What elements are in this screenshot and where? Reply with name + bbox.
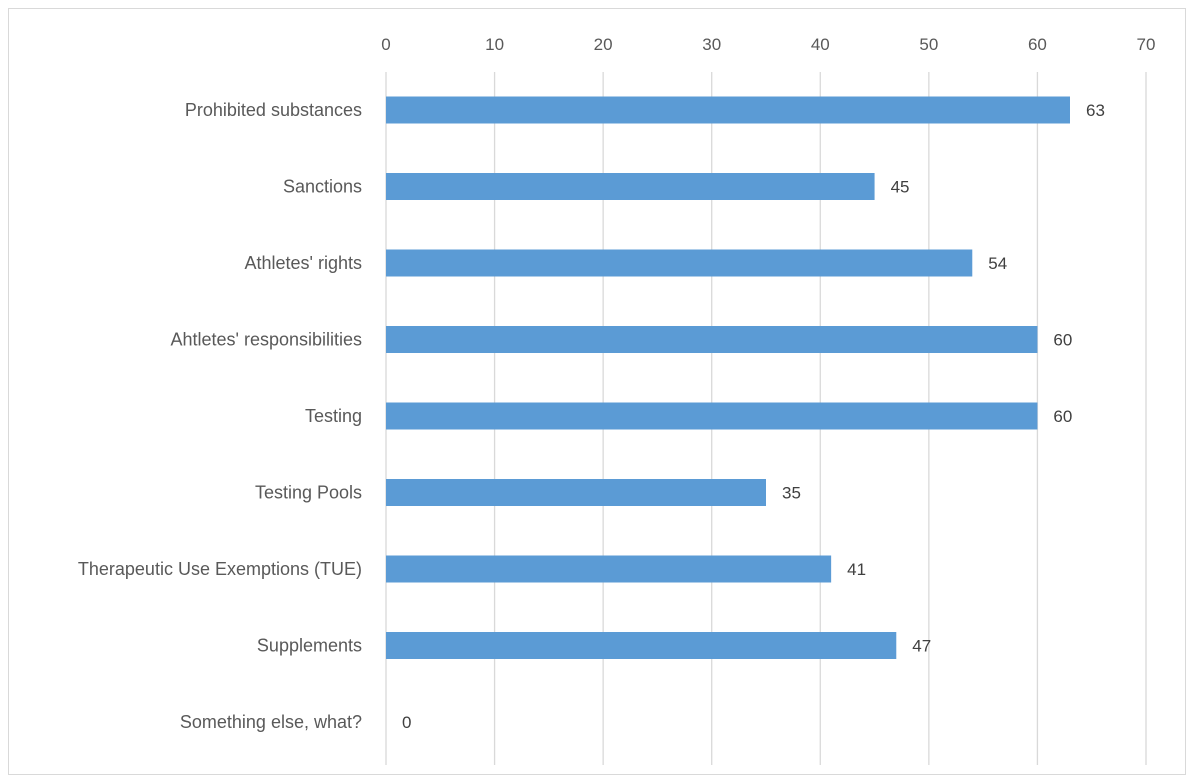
bar (386, 173, 875, 200)
bar (386, 632, 897, 659)
category-label: Something else, what? (180, 712, 362, 732)
category-label: Testing (305, 406, 362, 426)
category-labels: Prohibited substances Sanctions Athletes' … (78, 100, 362, 732)
bar (386, 96, 1070, 124)
category-label: Supplements (257, 636, 362, 656)
x-tick-label: 30 (702, 35, 721, 54)
category-label: Prohibited substances (185, 100, 362, 120)
x-tick-label: 70 (1137, 35, 1156, 54)
data-label: 45 (891, 178, 910, 197)
data-label: 0 (402, 713, 411, 732)
bars (386, 96, 1070, 659)
data-label: 60 (1053, 331, 1072, 350)
x-tick-label: 20 (594, 35, 613, 54)
category-label: Testing Pools (255, 483, 362, 503)
data-label: 60 (1053, 407, 1072, 426)
data-label: 63 (1086, 101, 1105, 120)
x-tick-label: 40 (811, 35, 830, 54)
data-label: 54 (988, 254, 1007, 273)
bar (386, 326, 1038, 353)
x-tick-label: 0 (381, 35, 390, 54)
bar (386, 479, 766, 506)
x-tick-label: 50 (919, 35, 938, 54)
bar (386, 249, 973, 277)
x-tick-label: 60 (1028, 35, 1047, 54)
category-label: Athletes' rights (245, 253, 363, 273)
data-label: 41 (847, 560, 866, 579)
bar (386, 555, 832, 583)
data-label: 35 (782, 484, 801, 503)
data-labels: 63 45 54 60 60 35 41 47 0 (402, 101, 1105, 732)
category-label: Therapeutic Use Exemptions (TUE) (78, 559, 362, 579)
category-label: Ahtletes' responsibilities (170, 330, 362, 350)
category-label: Sanctions (283, 177, 362, 197)
data-label: 47 (912, 637, 931, 656)
x-axis-ticks: 0 10 20 30 40 50 60 70 (381, 35, 1155, 54)
x-tick-label: 10 (485, 35, 504, 54)
bar (386, 402, 1038, 430)
